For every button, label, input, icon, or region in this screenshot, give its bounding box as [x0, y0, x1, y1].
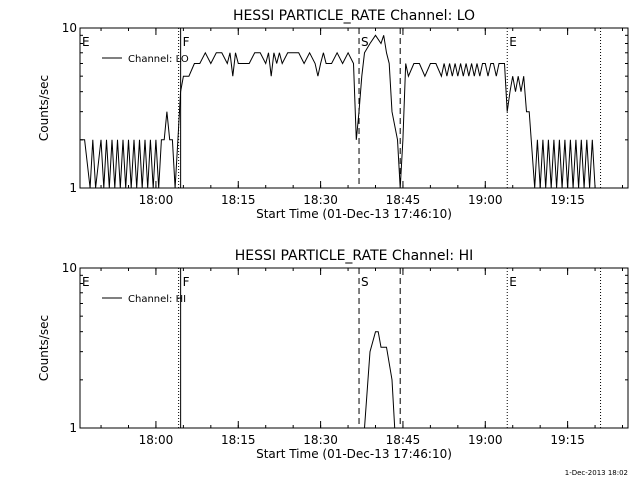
marker-label: E — [509, 275, 517, 289]
y-tick-label: 1 — [69, 181, 77, 195]
marker-label: E — [82, 275, 90, 289]
marker-label: F — [183, 35, 190, 49]
x-tick-label: 18:15 — [221, 193, 256, 207]
x-tick-label: 18:00 — [139, 193, 174, 207]
x-tick-label: 18:30 — [303, 193, 338, 207]
marker-label: F — [183, 275, 190, 289]
x-tick-label: 18:15 — [221, 433, 256, 447]
x-tick-label: 19:00 — [468, 433, 503, 447]
marker-label: E — [82, 35, 90, 49]
footer-timestamp: 1-Dec-2013 18:02 — [564, 469, 628, 477]
legend-label: Channel: HI — [128, 294, 186, 305]
x-axis-label: Start Time (01-Dec-13 17:46:10) — [256, 207, 452, 221]
chart-title: HESSI PARTICLE_RATE Channel: LO — [233, 8, 475, 24]
marker-label: E — [509, 35, 517, 49]
y-axis-label: Counts/sec — [37, 315, 51, 381]
x-tick-label: 18:45 — [386, 433, 421, 447]
y-tick-label: 1 — [69, 421, 77, 435]
marker-label: S — [361, 35, 369, 49]
series-line — [364, 331, 396, 429]
series-line — [80, 34, 596, 189]
x-tick-label: 18:00 — [139, 433, 174, 447]
y-tick-label: 10 — [62, 261, 77, 275]
x-tick-label: 18:30 — [303, 433, 338, 447]
x-tick-label: 19:00 — [468, 193, 503, 207]
plot-frame — [79, 267, 629, 429]
plot-frame — [79, 27, 629, 189]
x-axis-label: Start Time (01-Dec-13 17:46:10) — [256, 447, 452, 461]
legend-label: Channel: LO — [128, 54, 189, 65]
chart-title: HESSI PARTICLE_RATE Channel: HI — [235, 248, 473, 264]
y-tick-label: 10 — [62, 21, 77, 35]
x-tick-label: 18:45 — [386, 193, 421, 207]
x-tick-label: 19:15 — [550, 193, 585, 207]
y-axis-label: Counts/sec — [37, 75, 51, 141]
x-tick-label: 19:15 — [550, 433, 585, 447]
marker-label: S — [361, 275, 369, 289]
